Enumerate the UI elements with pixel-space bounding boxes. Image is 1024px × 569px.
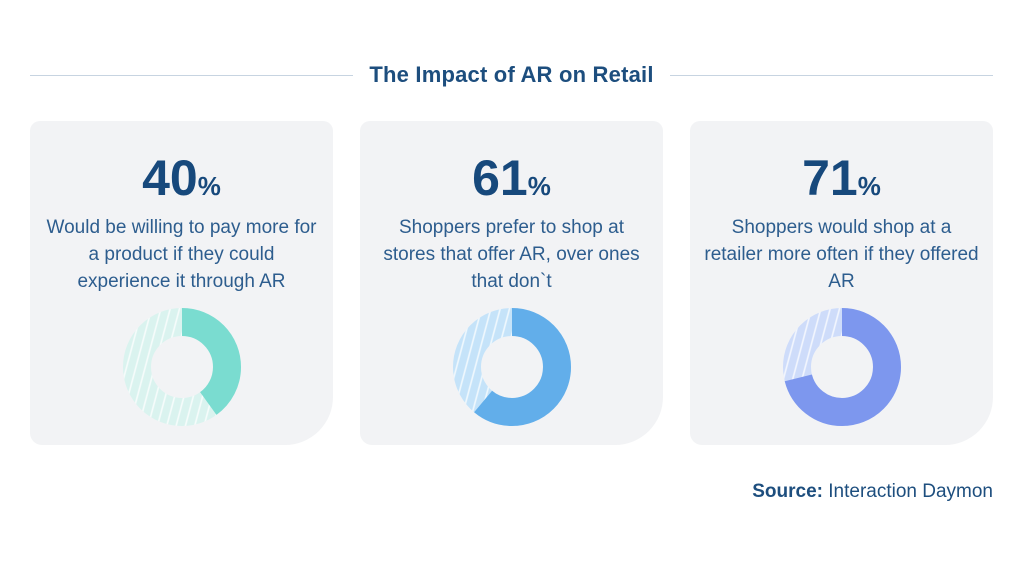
stat-cards-row: 40% Would be willing to pay more for a p… [30,121,993,445]
source-value: Interaction Daymon [828,481,993,502]
divider-line-right [669,74,994,76]
stat-value: 61% [360,151,663,206]
stat-description: Shoppers would shop at a retailer more o… [704,217,979,292]
stat-number: 71 [802,150,858,206]
stat-description: Would be willing to pay more for a produ… [46,217,317,292]
stat-number: 61 [472,150,528,206]
stat-card-40: 40% Would be willing to pay more for a p… [30,121,333,445]
stat-card-71: 71% Shoppers would shop at a retailer mo… [690,121,993,445]
donut-chart-40 [122,308,241,426]
stat-description: Shoppers prefer to shop at stores that o… [383,217,640,292]
source-attribution: Source: Interaction Daymon [752,481,993,503]
percent-sign: % [197,171,221,201]
stat-value: 40% [30,151,333,206]
divider-line-left [30,74,354,76]
percent-sign: % [857,171,881,201]
stat-number: 40 [142,150,198,206]
donut-value-segment [782,308,901,426]
donut-value-segment [452,308,571,426]
source-label: Source: [752,481,823,502]
donut-value-segment [122,308,241,426]
stat-card-61: 61% Shoppers prefer to shop at stores th… [360,121,663,445]
header: The Impact of AR on Retail [30,62,994,88]
donut-chart-71 [782,308,901,426]
percent-sign: % [527,171,551,201]
donut-chart-61 [452,308,571,426]
page-title: The Impact of AR on Retail [369,62,654,87]
stat-value: 71% [690,151,993,206]
